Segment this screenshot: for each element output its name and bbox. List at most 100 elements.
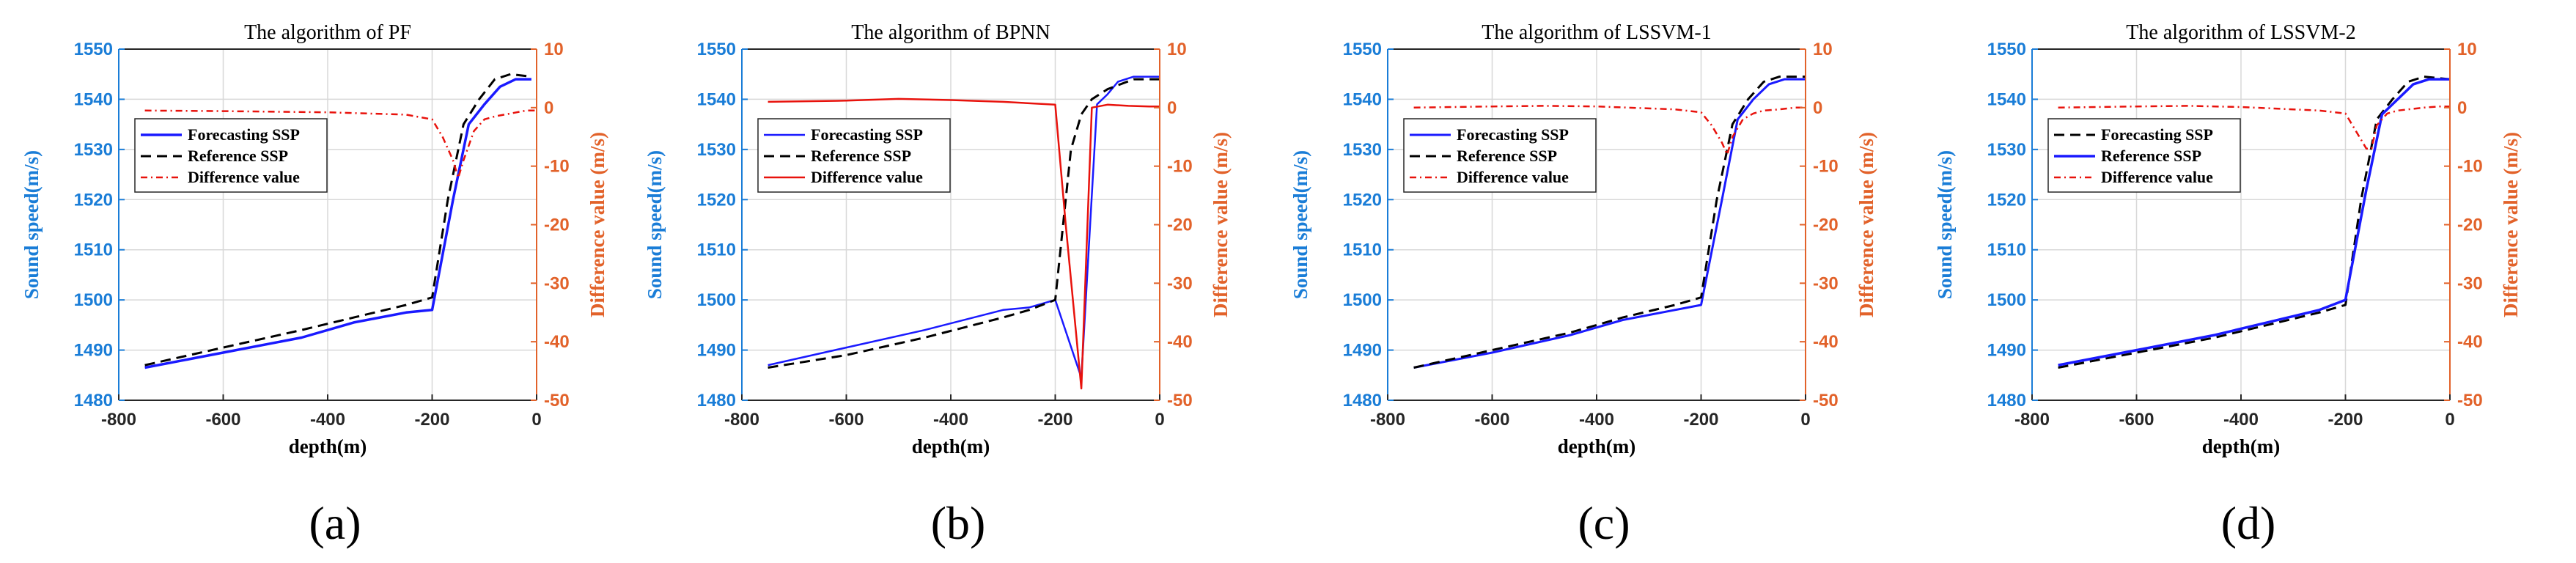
y-tick-label: 1550	[1987, 40, 2026, 59]
legend: Forecasting SSP Reference SSP Difference v…	[134, 118, 328, 193]
series-line-difference-value	[768, 97, 1160, 390]
y-right-axis-label: Difference value (m/s)	[1210, 132, 1232, 317]
panel-caption: (b)	[931, 497, 986, 549]
series-line-difference-value	[1413, 105, 1806, 155]
legend-label: Forecasting SSP	[188, 125, 300, 144]
y-right-tick-label: -20	[1813, 216, 1839, 235]
y-tick-label: 1500	[1343, 290, 1382, 310]
series-line-reference-ssp	[2058, 78, 2450, 367]
y-tick-label: 1510	[1987, 240, 2026, 260]
y-tick-label: 1490	[1987, 341, 2026, 361]
legend-label: Reference SSP	[1457, 147, 1557, 165]
y-right-tick-label: -30	[2457, 273, 2483, 293]
y-right-tick-label: -50	[544, 391, 570, 411]
y-tick-label: 1500	[1987, 290, 2026, 310]
y-axis-label: Sound speed(m/s)	[1934, 150, 1956, 299]
y-tick-label: 1540	[697, 89, 736, 109]
y-tick-label: 1540	[1343, 89, 1382, 109]
x-tick-label: -800	[724, 410, 759, 430]
y-tick-label: 1550	[697, 40, 736, 59]
legend-label: Difference value	[811, 168, 923, 186]
x-axis-label: depth(m)	[912, 435, 990, 457]
y-right-tick-label: -40	[1167, 332, 1193, 352]
x-tick-label: 0	[531, 410, 541, 430]
legend-label: Forecasting SSP	[1457, 125, 1569, 144]
x-tick-label: -400	[933, 410, 968, 430]
series-line-reference-ssp	[1413, 76, 1806, 369]
x-tick-label: 0	[2445, 410, 2454, 430]
chart-panel-2: -800 -600 -400 -200 014801490150015101520153…	[644, 21, 1232, 549]
y-right-tick-label: 0	[544, 98, 553, 118]
x-tick-label: -400	[2223, 410, 2259, 430]
y-tick-label: 1530	[74, 140, 113, 160]
y-tick-label: 1550	[1343, 40, 1382, 59]
panel-caption: (c)	[1578, 497, 1630, 549]
x-tick-label: -800	[2014, 410, 2050, 430]
y-tick-label: 1490	[74, 341, 113, 361]
legend: Forecasting SSP Reference SSP Difference v…	[2047, 118, 2241, 193]
y-axis-label: Sound speed(m/s)	[21, 150, 43, 299]
x-tick-label: -200	[1037, 410, 1072, 430]
y-tick-label: 1480	[1343, 391, 1382, 411]
y-tick-label: 1490	[697, 341, 736, 361]
y-tick-label: 1480	[1987, 391, 2026, 411]
x-tick-label: -600	[2119, 410, 2154, 430]
y-right-tick-label: -10	[1167, 157, 1193, 177]
y-tick-label: 1530	[697, 140, 736, 160]
chart-title: The algorithm of LSSVM-1	[1482, 21, 1711, 44]
y-right-tick-label: -40	[1813, 332, 1839, 352]
series-line-difference-value	[2058, 105, 2450, 150]
series-line-forecasting-ssp	[144, 78, 531, 369]
legend-label: Reference SSP	[811, 147, 911, 165]
legend-label: Forecasting SSP	[811, 125, 923, 144]
y-right-tick-label: 10	[1167, 40, 1187, 59]
y-tick-label: 1530	[1987, 140, 2026, 160]
series-line-forecasting-ssp	[768, 76, 1160, 379]
y-right-tick-label: 10	[1813, 40, 1833, 59]
series-line-reference-ssp	[768, 78, 1160, 369]
y-right-tick-label: 0	[2457, 98, 2467, 118]
series-line-forecasting-ssp	[1413, 78, 1806, 369]
y-tick-label: 1520	[1343, 190, 1382, 210]
y-tick-label: 1540	[74, 89, 113, 109]
y-right-axis-label: Difference value (m/s)	[586, 132, 608, 317]
legend-label: Reference SSP	[188, 147, 288, 165]
y-right-tick-label: -40	[544, 332, 570, 352]
y-right-tick-label: -50	[2457, 391, 2483, 411]
y-tick-label: 1540	[1987, 89, 2026, 109]
chart-panel-3: -800 -600 -400 -200 014801490150015101520153…	[1289, 21, 1877, 549]
x-tick-label: -600	[828, 410, 864, 430]
y-tick-label: 1500	[74, 290, 113, 310]
y-tick-label: 1550	[74, 40, 113, 59]
y-right-tick-label: -20	[1167, 216, 1193, 235]
chart-panel-4: -800 -600 -400 -200 014801490150015101520153…	[1934, 21, 2522, 549]
y-right-tick-label: -50	[1813, 391, 1839, 411]
y-right-tick-label: -30	[544, 273, 570, 293]
x-tick-label: -400	[310, 410, 345, 430]
x-tick-label: -600	[205, 410, 240, 430]
legend-label: Difference value	[1457, 168, 1569, 186]
x-tick-label: -800	[101, 410, 136, 430]
legend-label: Difference value	[2101, 168, 2213, 186]
panel-caption: (d)	[2221, 497, 2276, 549]
chart-title: The algorithm of BPNN	[851, 21, 1050, 44]
legend-label: Forecasting SSP	[2101, 125, 2213, 144]
x-axis-label: depth(m)	[1558, 435, 1636, 457]
x-tick-label: -200	[2327, 410, 2363, 430]
y-right-tick-label: -10	[544, 157, 570, 177]
y-tick-label: 1520	[697, 190, 736, 210]
x-tick-label: 0	[1800, 410, 1810, 430]
series-line-reference-ssp	[144, 73, 532, 367]
y-tick-label: 1480	[697, 391, 736, 411]
y-right-tick-label: -40	[2457, 332, 2483, 352]
chart-title: The algorithm of LSSVM-2	[2126, 21, 2355, 44]
y-right-axis-label: Difference value (m/s)	[1855, 132, 1877, 317]
y-axis-label: Sound speed(m/s)	[644, 150, 666, 299]
x-tick-label: -600	[1474, 410, 1509, 430]
panel-caption: (a)	[309, 497, 361, 549]
y-tick-label: 1510	[1343, 240, 1382, 260]
y-right-tick-label: -10	[2457, 157, 2483, 177]
y-tick-label: 1480	[74, 391, 113, 411]
